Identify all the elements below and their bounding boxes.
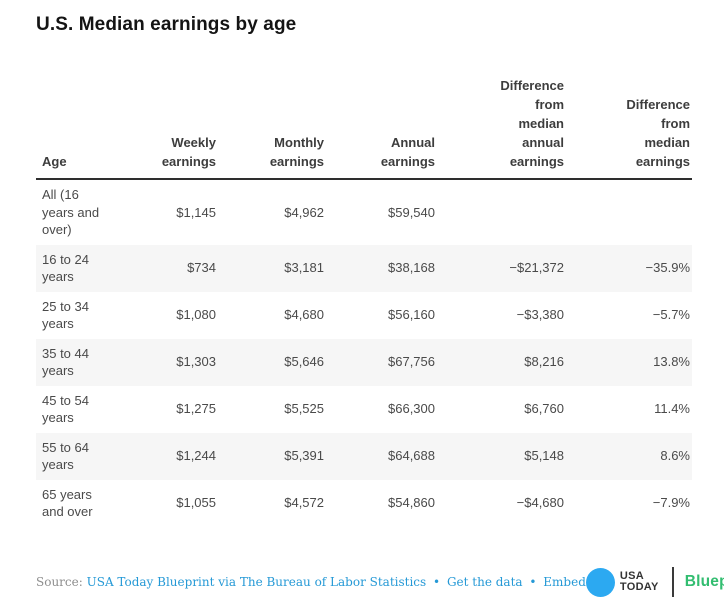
footer-separator: • — [529, 575, 537, 589]
cell-diff-annual — [437, 179, 566, 245]
usa-today-wordmark: USA TODAY — [619, 569, 659, 594]
cell-age: 65 years and over — [42, 486, 93, 520]
cell-diff-annual: −$3,380 — [516, 307, 564, 323]
column-header-age: Age — [42, 154, 67, 169]
cell-age: 35 to 44 years — [42, 345, 89, 379]
table-row: All (16 years and over) $1,145 $4,962 $5… — [36, 179, 692, 245]
usa-today-wordmark-line2: TODAY — [619, 581, 659, 593]
cell-diff-annual: $8,216 — [524, 354, 564, 370]
table-row: 45 to 54 years $1,275 $5,525 $66,300 $6,… — [36, 386, 692, 433]
column-header-monthly-earnings: Monthly earnings — [269, 135, 324, 169]
cell-age: 45 to 54 years — [42, 392, 89, 426]
cell-annual: $54,860 — [388, 495, 435, 511]
cell-annual: $56,160 — [388, 307, 435, 323]
cell-monthly: $4,680 — [284, 307, 324, 323]
cell-weekly: $1,303 — [176, 354, 216, 370]
footer-separator: • — [433, 575, 441, 589]
table-row: 55 to 64 years $1,244 $5,391 $64,688 $5,… — [36, 432, 692, 480]
column-header-diff-annual: Difference from median annual earnings — [500, 78, 564, 169]
column-header-annual-earnings: Annual earnings — [380, 135, 435, 169]
header-row: Age Weekly earnings Monthly earnings Ann… — [36, 76, 692, 179]
cell-annual: $67,756 — [388, 354, 435, 370]
source-link[interactable]: USA Today Blueprint via The Bureau of La… — [86, 575, 427, 589]
table-row: 25 to 34 years $1,080 $4,680 $56,160 −$3… — [36, 292, 692, 339]
logo-divider — [671, 567, 674, 597]
cell-diff-percent: −7.9% — [652, 495, 690, 511]
earnings-table: Age Weekly earnings Monthly earnings Ann… — [36, 76, 692, 535]
column-header-weekly-earnings: Weekly earnings — [161, 135, 216, 169]
cell-diff-annual: $6,760 — [524, 401, 564, 417]
cell-annual: $59,540 — [388, 204, 435, 220]
usa-today-wordmark-line1: USA — [619, 569, 645, 582]
cell-monthly: $3,181 — [284, 260, 324, 276]
cell-diff-percent: −35.9% — [645, 260, 690, 276]
cell-monthly: $5,646 — [284, 354, 324, 370]
cell-annual: $64,688 — [388, 448, 435, 464]
cell-age: All (16 years and over) — [42, 187, 100, 237]
table-body: All (16 years and over) $1,145 $4,962 $5… — [36, 179, 692, 535]
cell-weekly: $1,275 — [176, 401, 216, 417]
cell-diff-percent: −5.7% — [652, 307, 690, 323]
cell-weekly: $1,244 — [176, 448, 216, 464]
cell-age: 25 to 34 years — [42, 298, 89, 332]
cell-diff-annual: −$21,372 — [509, 260, 564, 276]
cell-diff-percent: 11.4% — [654, 401, 690, 417]
cell-monthly: $5,525 — [284, 401, 324, 417]
table-header: Age Weekly earnings Monthly earnings Ann… — [36, 76, 692, 179]
cell-weekly: $1,055 — [176, 495, 216, 511]
table-row: 16 to 24 years $734 $3,181 $38,168 −$21,… — [36, 244, 692, 292]
cell-diff-annual: −$4,680 — [516, 495, 564, 511]
chart-title: U.S. Median earnings by age — [36, 14, 297, 35]
footer: Source: USA Today Blueprint via The Bure… — [36, 567, 724, 597]
cell-diff-percent: 13.8% — [653, 354, 690, 370]
cell-weekly: $734 — [187, 260, 216, 276]
cell-age: 16 to 24 years — [42, 251, 89, 285]
cell-weekly: $1,145 — [176, 204, 216, 220]
cell-age: 55 to 64 years — [42, 439, 89, 473]
cell-diff-percent — [566, 179, 692, 245]
usa-today-blueprint-logo: USA TODAY Blueprint — [585, 567, 724, 597]
blueprint-wordmark: Blueprint — [684, 573, 724, 590]
source-line: Source: USA Today Blueprint via The Bure… — [36, 575, 586, 589]
source-label: Source: — [36, 575, 83, 589]
cell-annual: $66,300 — [388, 401, 435, 417]
cell-weekly: $1,080 — [176, 307, 216, 323]
cell-diff-annual: $5,148 — [524, 448, 564, 464]
usa-today-circle-icon — [585, 567, 615, 597]
get-the-data-link[interactable]: Get the data — [446, 575, 523, 589]
table-row: 35 to 44 years $1,303 $5,646 $67,756 $8,… — [36, 338, 692, 386]
cell-diff-percent: 8.6% — [660, 448, 690, 464]
embed-link[interactable]: Embed — [543, 575, 586, 589]
cell-monthly: $4,962 — [284, 204, 324, 220]
cell-monthly: $4,572 — [284, 495, 324, 511]
column-header-diff-percent: Difference from median earnings — [626, 97, 690, 169]
cell-annual: $38,168 — [388, 260, 435, 276]
table-row: 65 years and over $1,055 $4,572 $54,860 … — [36, 480, 692, 535]
cell-monthly: $5,391 — [284, 448, 324, 464]
